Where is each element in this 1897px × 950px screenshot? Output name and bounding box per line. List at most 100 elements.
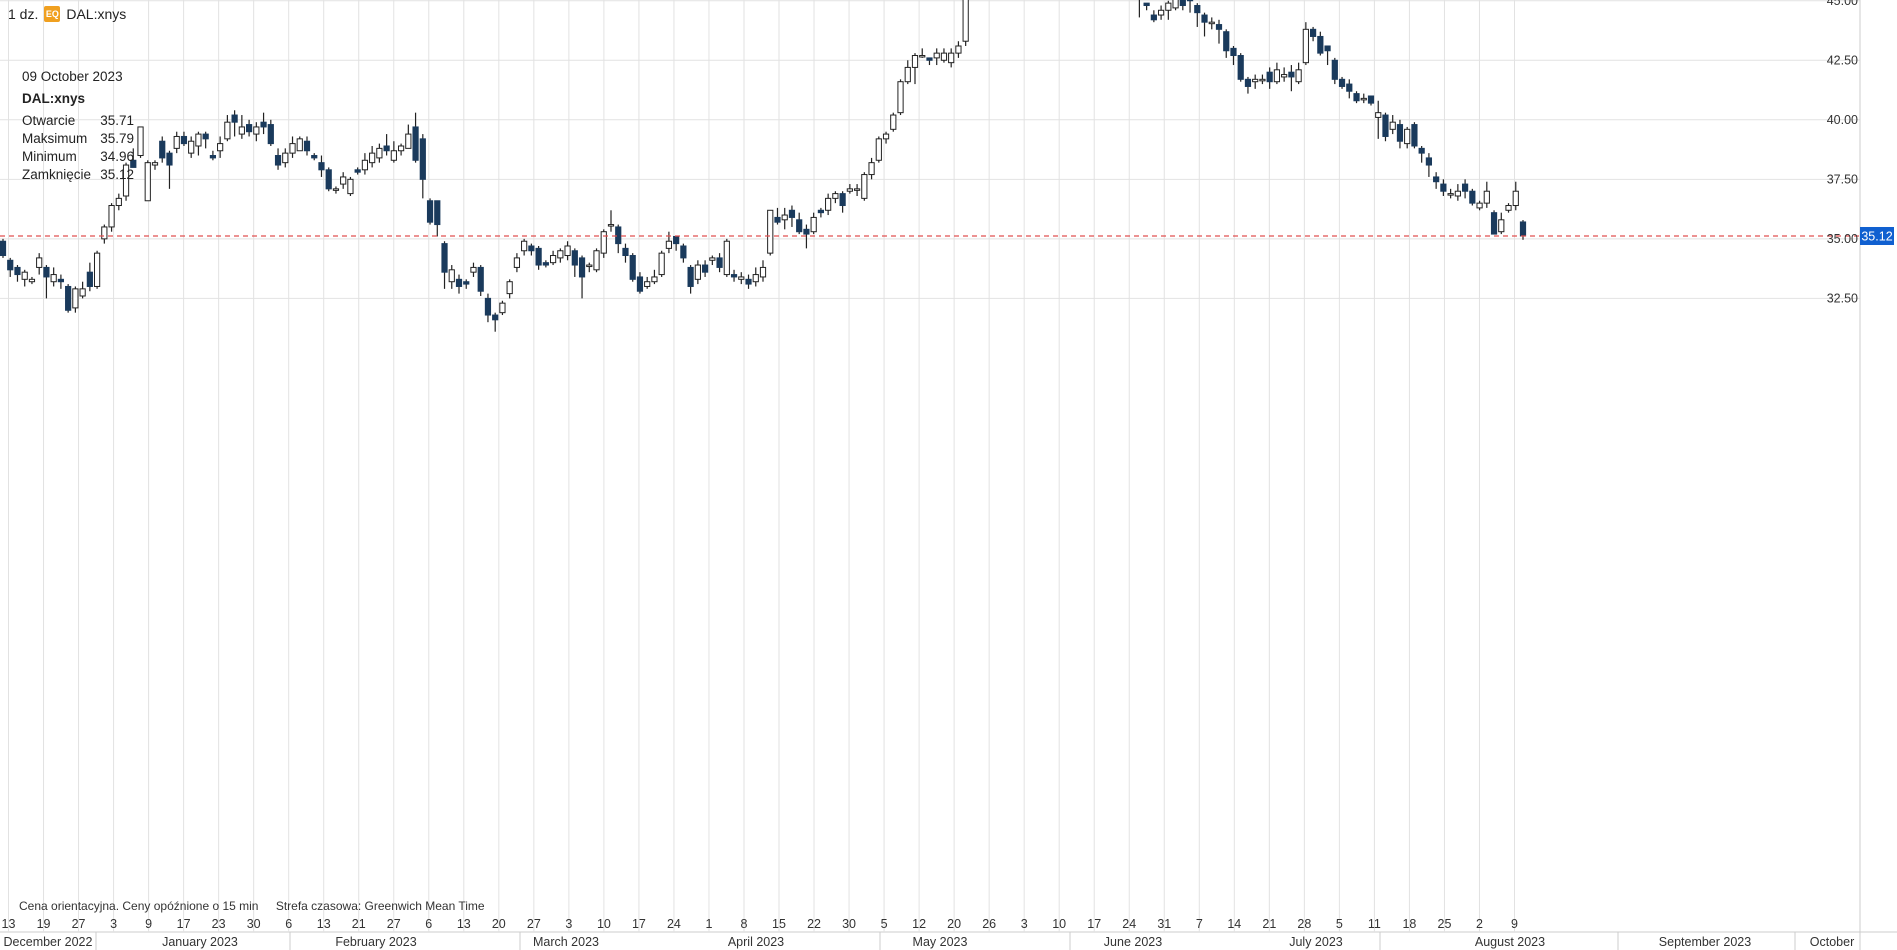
candle-body [50, 274, 57, 283]
candle-body [289, 143, 296, 154]
candle-down [730, 269, 738, 282]
x-day-label: 15 [772, 917, 786, 931]
candle-body [361, 159, 369, 171]
x-day-label: 8 [741, 917, 748, 931]
candle-down [1418, 145, 1425, 163]
candle-up [665, 231, 673, 254]
last-price-label: 35.12 [1861, 229, 1892, 243]
candle-body [774, 216, 781, 223]
candle-down [1230, 45, 1237, 66]
x-month-label: March 2023 [533, 935, 599, 949]
candle-up [1375, 100, 1382, 139]
info-row-low: Minimum 34.96 [22, 148, 134, 166]
x-month-label: October [1810, 935, 1854, 949]
candle-body [882, 133, 890, 140]
candle-body [1483, 190, 1490, 204]
candle-down [571, 248, 578, 277]
candle-body [455, 278, 463, 287]
candle-body [72, 288, 79, 309]
chart-footnote: Cena orientacyjna. Ceny opóźnione o 15 m… [19, 899, 499, 913]
candle-body [890, 114, 897, 130]
candle-body [730, 274, 738, 278]
candle-down [426, 198, 434, 225]
x-month-label: April 2023 [728, 935, 784, 949]
candle-body [376, 147, 383, 159]
candle-down [636, 272, 644, 294]
candle-body [593, 250, 600, 271]
candle-body [347, 178, 354, 195]
info-date: 09 October 2023 [22, 69, 123, 84]
candle-up [752, 267, 759, 287]
x-day-label: 3 [565, 917, 572, 931]
candle-down [528, 243, 535, 256]
candle-body [108, 205, 115, 228]
candle-body [709, 257, 716, 261]
candle-body [622, 247, 629, 257]
candle-body [1157, 9, 1165, 16]
candle-up [564, 241, 571, 261]
candle-body [1259, 78, 1266, 82]
x-day-label: 11 [1368, 917, 1381, 931]
candle-body [441, 243, 448, 273]
candle-up [709, 255, 716, 266]
candle-up [658, 250, 665, 277]
candle-up [1295, 62, 1302, 85]
candle-down [1201, 12, 1208, 37]
candle-down [839, 191, 846, 213]
candle-body [738, 276, 745, 280]
candle-body [1433, 176, 1440, 183]
candle-up [694, 260, 701, 285]
candle-body [788, 209, 796, 218]
candle-down [1150, 10, 1157, 23]
candle-up [644, 276, 651, 289]
candle-up [28, 276, 36, 285]
candle-up [962, 0, 969, 46]
candle-body [122, 164, 130, 197]
candle-body [1418, 147, 1425, 154]
symbol-label[interactable]: DAL:xnys [66, 6, 127, 22]
candle-body [260, 121, 267, 128]
candle-up [448, 265, 455, 289]
candle-body [1461, 183, 1469, 192]
chart-header: 1 dz. EQ DAL:xnys [8, 6, 126, 22]
x-day-label: 9 [1511, 917, 1518, 931]
candle-body [904, 66, 911, 83]
candle-body [303, 140, 311, 152]
candle-body [209, 155, 217, 159]
candle-up [868, 157, 875, 180]
candle-down [412, 112, 419, 163]
x-day-label: 3 [110, 917, 117, 931]
candle-down [542, 260, 549, 268]
x-day-label: 30 [247, 917, 261, 931]
candle-body [28, 278, 36, 283]
candle-body [448, 269, 455, 283]
candle-body [846, 188, 853, 192]
candle-down [303, 136, 311, 156]
candle-body [745, 278, 752, 285]
candle-body [1237, 55, 1244, 80]
x-day-label: 24 [1122, 917, 1136, 931]
candle-up [21, 269, 28, 287]
candle-up [296, 136, 303, 152]
candle-up [115, 193, 122, 211]
x-day-label: 17 [632, 917, 646, 931]
candle-down [7, 257, 14, 277]
candle-body [463, 281, 470, 285]
candle-up [1259, 74, 1266, 85]
candle-body [817, 209, 825, 214]
candle-body [767, 209, 774, 254]
candle-up [919, 48, 926, 58]
x-day-label: 20 [492, 917, 506, 931]
candle-up [948, 48, 955, 68]
candle-up [1389, 115, 1396, 135]
candle-up [499, 300, 506, 316]
candle-body [926, 57, 933, 61]
candle-up [376, 143, 383, 163]
candle-body [1519, 221, 1527, 237]
x-month-label: July 2023 [1289, 935, 1343, 949]
x-month-label: May 2023 [913, 935, 968, 949]
candle-body [875, 138, 882, 161]
period-selector[interactable]: 1 dz. [8, 6, 39, 22]
candle-body [1252, 78, 1259, 83]
